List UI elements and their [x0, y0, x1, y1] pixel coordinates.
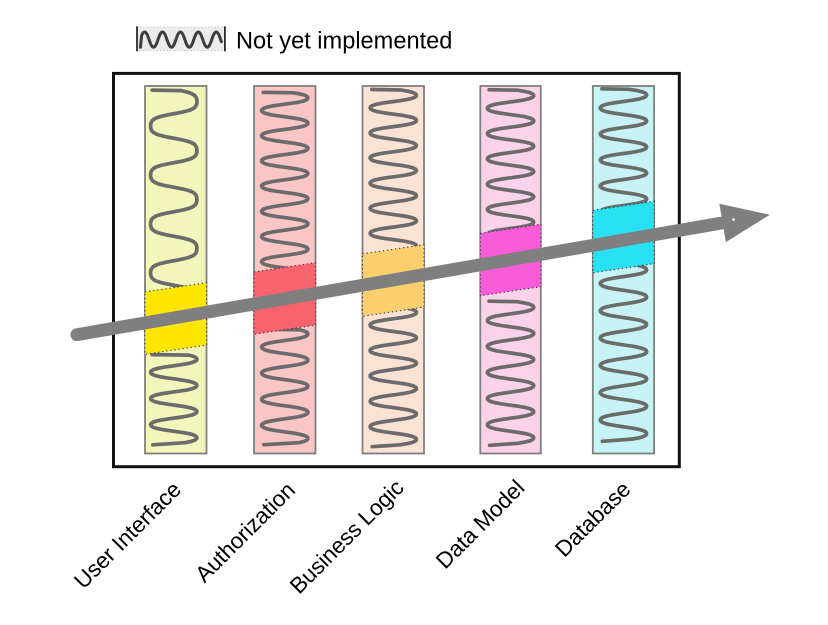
svg-text:Not yet implemented: Not yet implemented [236, 29, 452, 55]
